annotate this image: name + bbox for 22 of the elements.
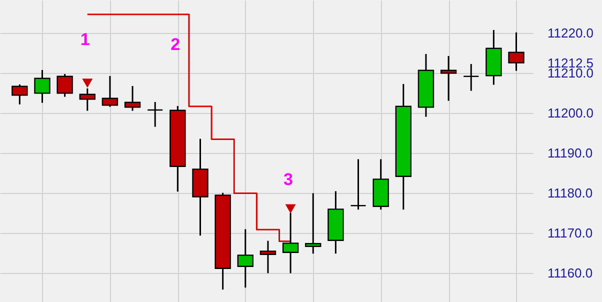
annotation: 1	[80, 30, 90, 49]
candlestick	[508, 32, 524, 72]
candlestick	[124, 85, 141, 112]
y-tick-label: 11180.0	[548, 185, 593, 200]
candlestick	[260, 240, 276, 274]
candlestick	[440, 55, 457, 102]
candlestick	[34, 69, 50, 104]
y-tick-label: 11220.0	[548, 25, 594, 40]
candlestick	[350, 158, 366, 210]
annotation: 2	[170, 35, 180, 54]
y-tick-label: 11170.0	[548, 225, 593, 240]
candlestick	[102, 75, 118, 108]
y-tick-label: 11160.0	[548, 265, 593, 280]
y-tick-label: 11200.0	[548, 105, 594, 120]
candlestick	[237, 228, 254, 288]
candlestick	[463, 63, 480, 92]
candlestick	[12, 84, 28, 106]
annotation: 3	[284, 170, 294, 189]
candlestick	[56, 73, 73, 98]
candlestick	[305, 192, 322, 254]
candlestick	[147, 101, 164, 128]
y-tick-label: 11190.0	[548, 145, 593, 160]
